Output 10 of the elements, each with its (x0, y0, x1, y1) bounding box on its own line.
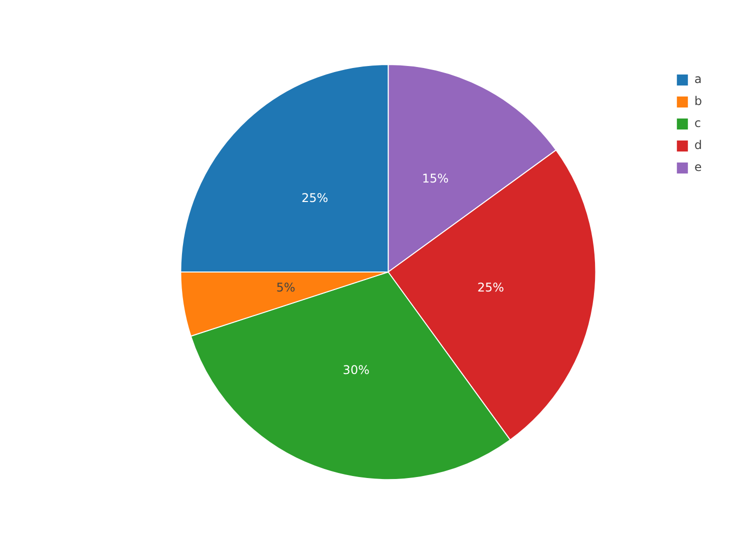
legend-label: a (694, 72, 702, 86)
data-label: 30% (342, 362, 370, 377)
legend-label: e (694, 160, 702, 174)
data-label: 15% (422, 172, 449, 186)
data-label: 5% (276, 280, 296, 294)
legend-label: b (694, 94, 702, 108)
data-label: 25% (477, 280, 504, 294)
legend-label: d (694, 138, 702, 152)
legend-label: c (694, 116, 701, 130)
data-label: 25% (301, 190, 328, 205)
